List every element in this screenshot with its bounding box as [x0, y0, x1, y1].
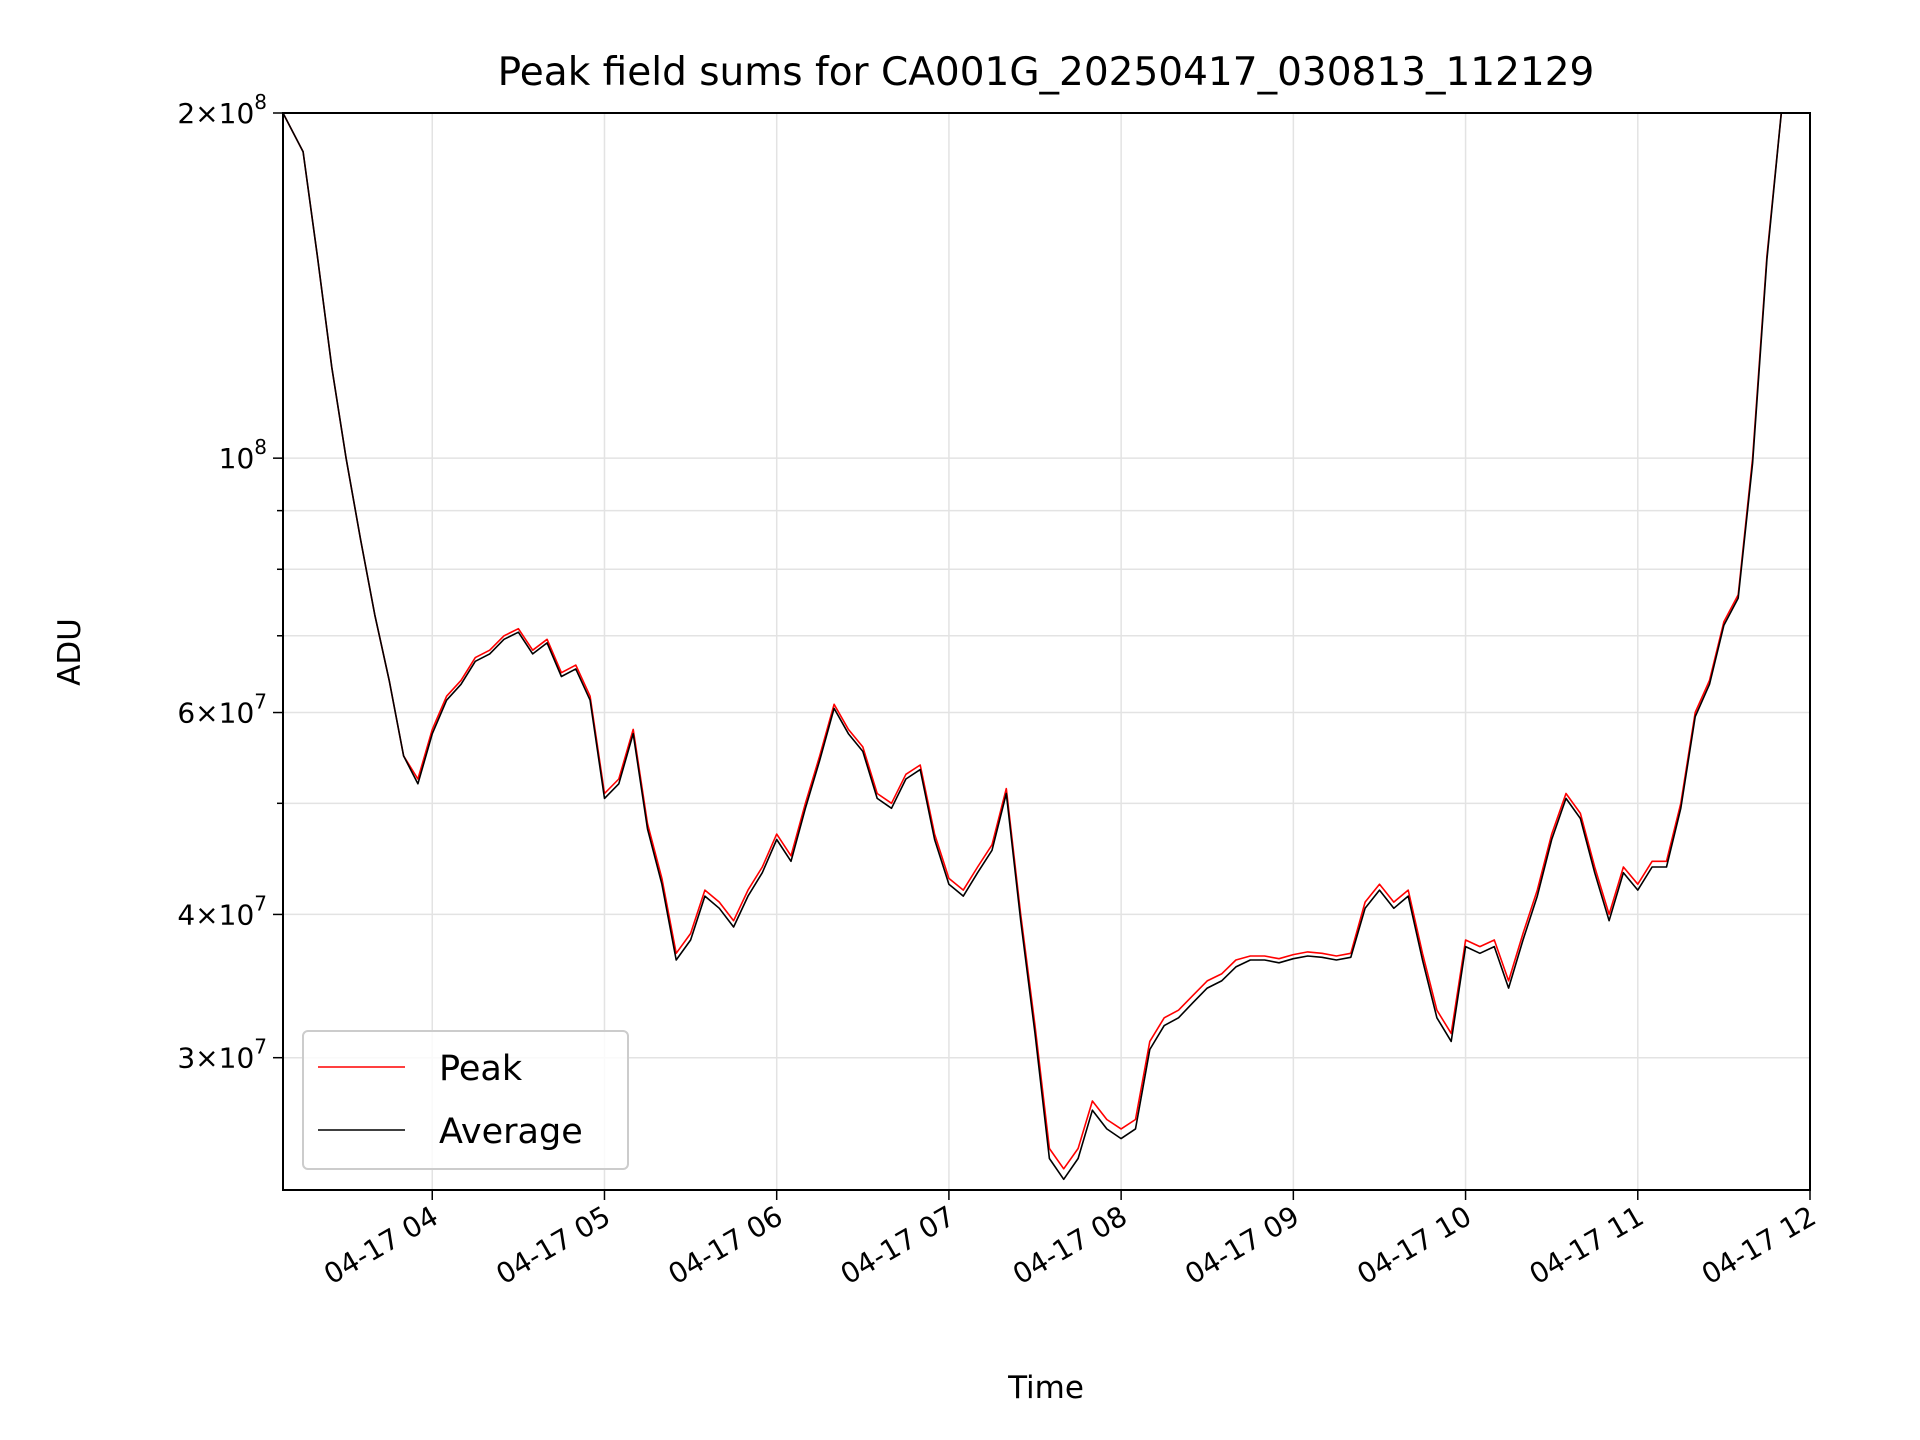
x-axis: 04-17 04 04-17 05 04-17 06 04-17 07 04-17 08… — [318, 1190, 1822, 1291]
x-tick-label: 04-17 07 — [835, 1199, 961, 1291]
x-tick-label: 04-17 04 — [318, 1199, 444, 1291]
y-tick-label: 4×107 — [177, 891, 267, 931]
legend-label-peak: Peak — [439, 1049, 523, 1089]
x-tick-label: 04-17 08 — [1007, 1199, 1133, 1291]
legend-box — [302, 1030, 629, 1170]
x-axis-title: Time — [1007, 1370, 1084, 1406]
grid — [283, 112, 1811, 1190]
chart-title: Peak field sums for CA001G_20250417_0308… — [498, 50, 1595, 95]
x-tick-label: 04-17 09 — [1179, 1199, 1305, 1291]
x-tick-label: 04-17 06 — [663, 1199, 789, 1291]
series-line-average — [282, 112, 1783, 1181]
plot-lines — [282, 112, 1783, 1181]
x-tick-label: 04-17 12 — [1696, 1199, 1822, 1291]
legend-label-average: Average — [439, 1112, 583, 1152]
plot-frame — [282, 112, 1811, 1191]
y-tick-label: 2×108 — [177, 90, 267, 130]
y-axis: 2×108 108 6×107 4×107 3×107 — [177, 90, 283, 1075]
x-tick-label: 04-17 11 — [1524, 1199, 1650, 1291]
y-axis-title: ADU — [52, 618, 88, 686]
y-tick-label: 3×107 — [177, 1035, 267, 1075]
y-tick-label: 108 — [219, 435, 267, 475]
y-tick-label: 6×107 — [177, 690, 267, 730]
x-tick-label: 04-17 05 — [490, 1199, 616, 1291]
series-line-peak — [282, 112, 1783, 1170]
x-tick-label: 04-17 10 — [1352, 1199, 1478, 1291]
legend: Peak Average — [302, 1030, 629, 1170]
